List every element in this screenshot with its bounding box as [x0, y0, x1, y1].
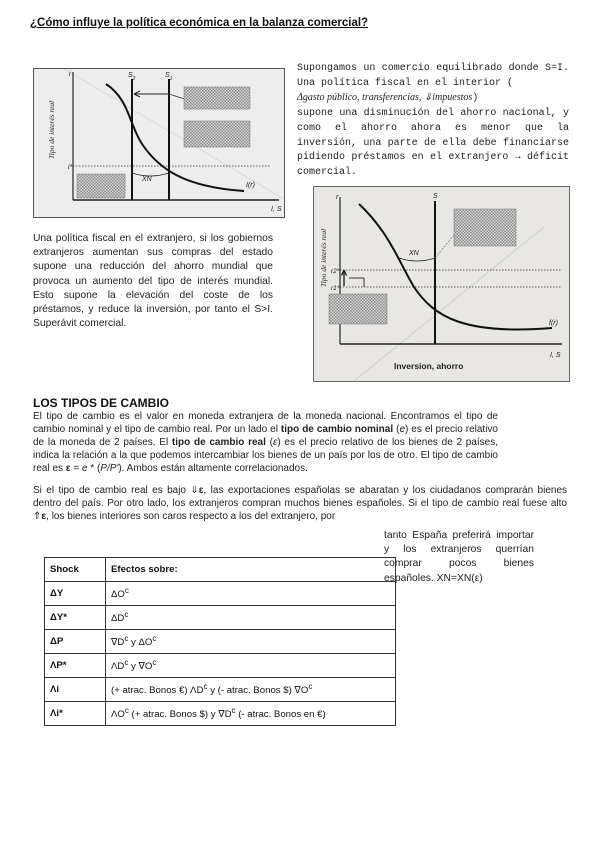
svg-text:r1*: r1*	[331, 285, 340, 292]
svg-text:Tipo de interés real: Tipo de interés real	[47, 101, 56, 159]
svg-text:S: S	[433, 193, 438, 200]
svg-text:I(r): I(r)	[246, 182, 255, 189]
svg-text:XN: XN	[141, 176, 153, 183]
svg-text:r2*: r2*	[331, 268, 340, 275]
svg-text:Tipo de interés real: Tipo de interés real	[319, 229, 328, 287]
svg-text:I, S: I, S	[550, 352, 561, 359]
svg-text:I, S: I, S	[271, 206, 282, 213]
svg-text:f(r): f(r)	[549, 320, 558, 327]
svg-text:XN: XN	[408, 250, 420, 257]
svg-text:Inversion, ahorro: Inversion, ahorro	[394, 361, 463, 371]
svg-text:i*: i*	[68, 164, 73, 171]
